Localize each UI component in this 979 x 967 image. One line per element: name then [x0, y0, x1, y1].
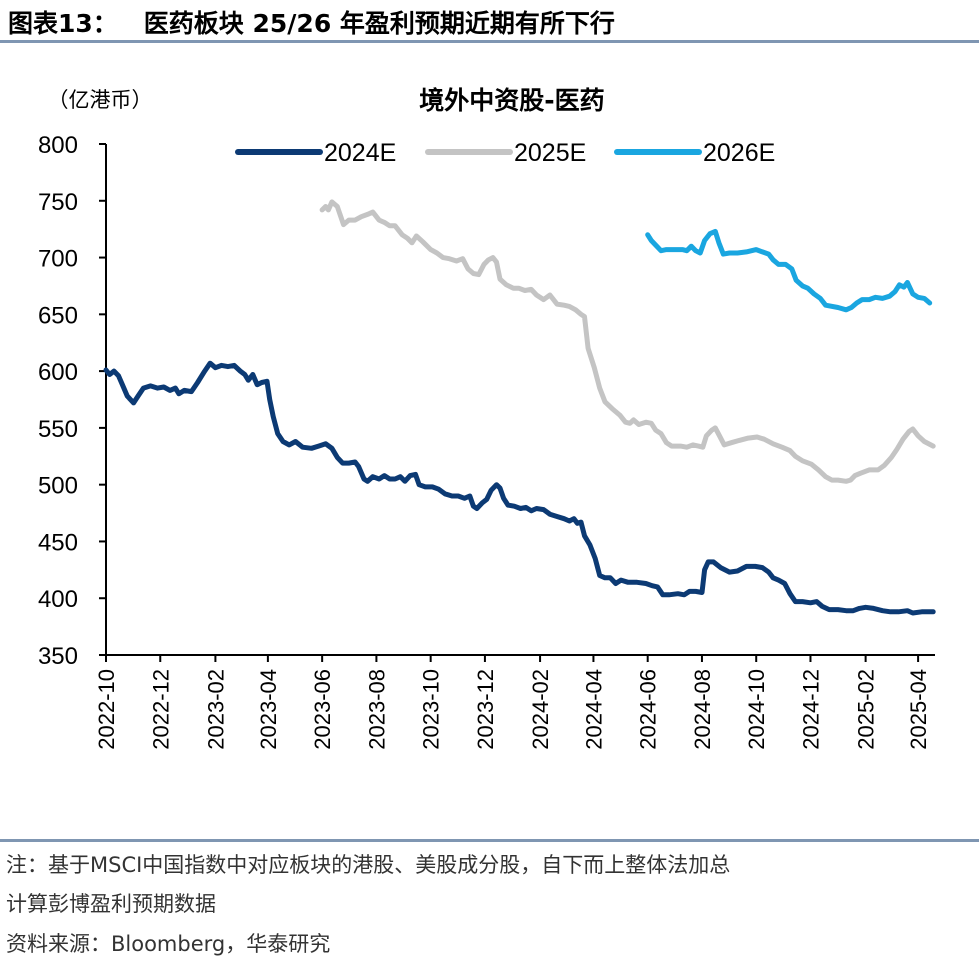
- x-tick-label: 2022-10: [94, 669, 119, 750]
- legend-label-2026E: 2026E: [703, 139, 775, 167]
- x-tick-label: 2025-02: [854, 669, 879, 750]
- x-tick-label: 2023-10: [419, 669, 444, 750]
- x-tick-label: 2024-02: [528, 669, 553, 750]
- bottom-rule: [0, 839, 979, 842]
- x-tick-label: 2023-04: [256, 669, 281, 750]
- x-tick-label: 2023-08: [364, 669, 389, 750]
- note-line-1: 注：基于MSCI中国指数中对应板块的港股、美股成分股，自下而上整体法加总: [6, 853, 731, 877]
- top-rule: [0, 40, 979, 43]
- note-line-2: 计算彭博盈利预期数据: [6, 892, 216, 916]
- legend-label-2024E: 2024E: [324, 139, 396, 167]
- y-ticks: 350 400 450 500 550 600 650 700 750 800: [38, 132, 106, 670]
- line-chart: 境外中资股-医药 （亿港币） 2024E 2025E 2026E 350 400 450…: [38, 86, 936, 750]
- legend-label-2025E: 2025E: [514, 139, 586, 167]
- x-tick-label: 2024-10: [744, 669, 769, 750]
- x-tick-label: 2024-06: [636, 669, 661, 750]
- series-line-2024E: [103, 360, 936, 616]
- x-ticks: 2022-10 2022-12 2023-02 2023-04 2023-06 2023-…: [94, 655, 931, 750]
- x-tick-label: 2023-02: [203, 669, 228, 750]
- source-note: 资料来源：Bloomberg，华泰研究: [6, 932, 331, 956]
- series-group: [103, 199, 936, 616]
- y-tick-label: 700: [38, 246, 78, 273]
- x-tick-label: 2024-12: [798, 669, 823, 750]
- legend: 2024E 2025E 2026E: [235, 139, 775, 167]
- y-tick-label: 750: [38, 189, 78, 216]
- figure-title: 图表13： 医药板块 25/26 年盈利预期近期有所下行: [8, 4, 641, 40]
- y-tick-label: 500: [38, 473, 78, 500]
- x-tick-label: 2024-08: [690, 669, 715, 750]
- chart-title: 境外中资股-医药: [419, 86, 604, 115]
- y-tick-label: 400: [38, 586, 78, 613]
- y-tick-label: 800: [38, 132, 78, 159]
- figure-title-text: 医药板块 25/26 年盈利预期近期有所下行: [143, 9, 615, 38]
- x-tick-label: 2025-04: [906, 669, 931, 750]
- y-tick-label: 350: [38, 643, 78, 670]
- figure-label: 图表13：: [8, 9, 118, 38]
- y-tick-label: 600: [38, 359, 78, 386]
- x-tick-label: 2024-04: [581, 669, 606, 750]
- y-axis-unit: （亿港币）: [48, 88, 153, 112]
- series-line-2026E: [645, 228, 933, 313]
- x-tick-label: 2022-12: [148, 669, 173, 750]
- y-tick-label: 450: [38, 529, 78, 556]
- y-tick-label: 650: [38, 302, 78, 329]
- y-tick-label: 550: [38, 416, 78, 443]
- x-tick-label: 2023-06: [310, 669, 335, 750]
- x-tick-label: 2023-12: [473, 669, 498, 750]
- series-line-2025E: [319, 199, 936, 484]
